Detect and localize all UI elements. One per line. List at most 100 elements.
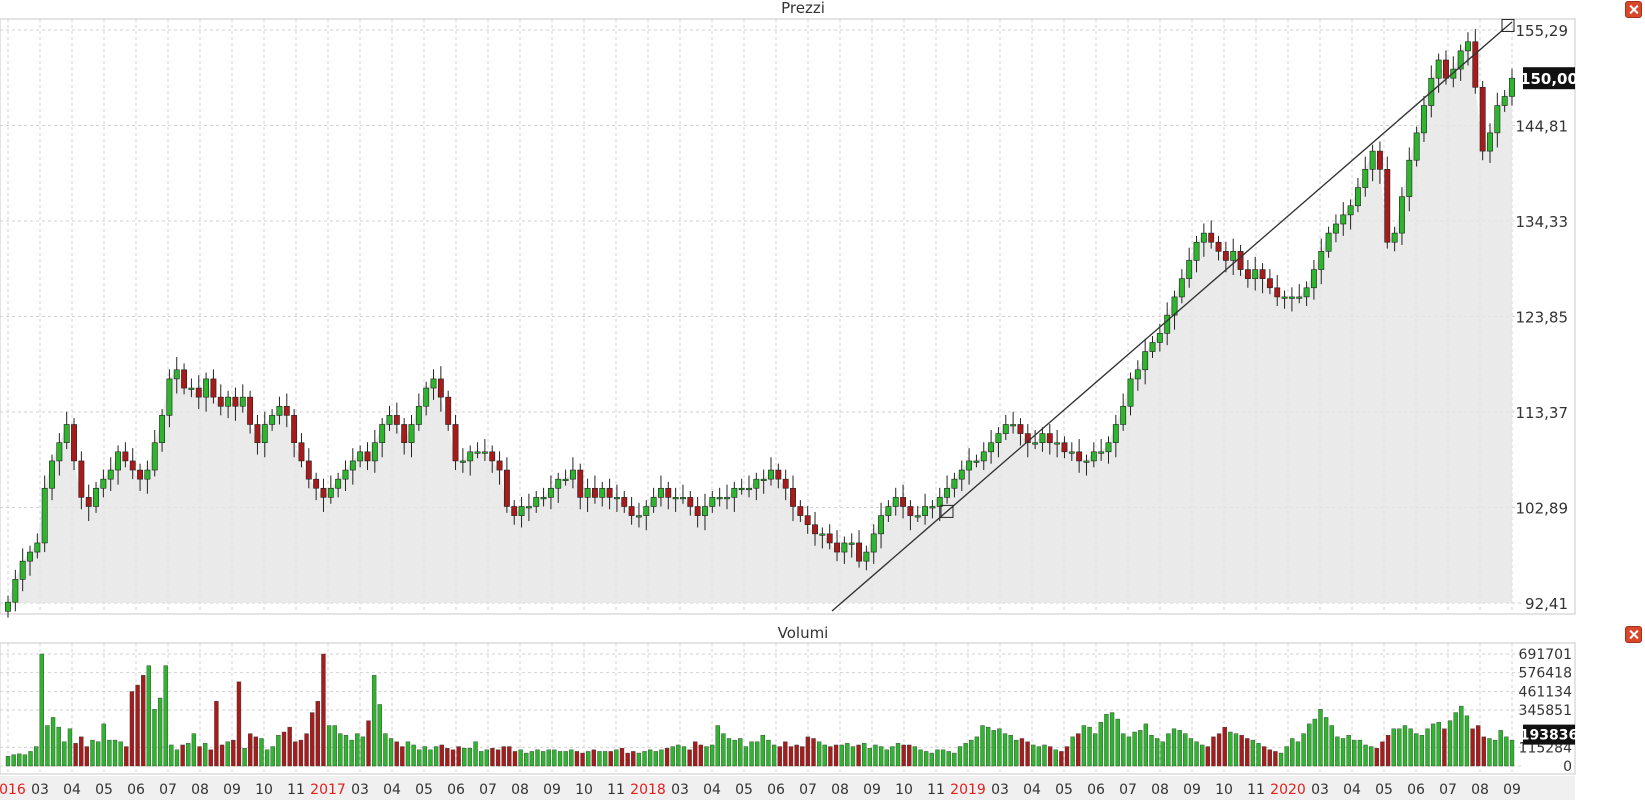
candle-down: [1237, 251, 1244, 270]
volume-bar: [1476, 725, 1481, 767]
volume-bar: [1143, 723, 1149, 767]
volume-bar: [800, 746, 805, 767]
volume-bar: [602, 751, 608, 767]
candle-up: [1083, 460, 1090, 463]
candle-up: [599, 487, 606, 498]
volume-bar: [659, 749, 664, 767]
candle-up: [481, 451, 488, 454]
volume-bar: [73, 743, 78, 767]
volume-bar: [1397, 728, 1402, 767]
volume-bar: [1109, 712, 1115, 767]
candle-down: [834, 542, 840, 553]
x-axis-month-label: 03: [1311, 782, 1329, 798]
volume-panel-close-icon[interactable]: [1625, 626, 1642, 643]
volume-bar: [878, 746, 884, 767]
candle-up: [166, 378, 173, 416]
candle-up: [1288, 296, 1295, 299]
volume-panel-frame: [0, 642, 1576, 775]
volume-bar: [957, 746, 963, 767]
volume-bar: [62, 741, 67, 767]
volume-bar: [45, 725, 50, 767]
candle-down: [1384, 169, 1391, 243]
price-y-tick-label: 155,29: [1516, 22, 1569, 40]
volume-bar: [1323, 717, 1329, 767]
volume-bar: [816, 741, 822, 767]
candle-up: [1105, 442, 1112, 453]
volume-bar: [5, 756, 11, 767]
candle-down: [496, 460, 503, 471]
candle-up: [159, 415, 166, 444]
volume-bar: [1216, 733, 1222, 767]
volume-bar: [777, 746, 782, 767]
volume-bar: [253, 736, 259, 767]
x-axis-month-label: 05: [735, 782, 753, 798]
candle-down: [489, 451, 496, 462]
candle-down: [606, 487, 613, 498]
candle-up: [1178, 278, 1185, 298]
candle-down: [694, 506, 701, 516]
trend-handle-start[interactable]: [940, 504, 954, 518]
volume-bar: [614, 749, 619, 767]
candle-down: [1472, 41, 1479, 88]
volume-bar: [1301, 733, 1306, 767]
volume-bar: [467, 747, 473, 767]
volume-bar: [1200, 744, 1205, 767]
last-volume-label: 193836: [1520, 728, 1578, 744]
trend-handle-end[interactable]: [1501, 18, 1515, 32]
volume-bar: [101, 723, 106, 767]
volume-bar: [1059, 751, 1064, 767]
volume-bar: [997, 728, 1002, 767]
candle-up: [658, 487, 664, 498]
candle-down: [217, 396, 224, 407]
candle-up: [342, 469, 349, 480]
price-panel-close-icon[interactable]: [1625, 1, 1642, 18]
candle-up: [423, 387, 430, 407]
volume-bar: [1025, 741, 1030, 767]
trend-line[interactable]: [831, 21, 1513, 612]
volume-bar: [445, 747, 450, 767]
candle-up: [1465, 41, 1471, 52]
x-axis-month-label: 05: [95, 782, 113, 798]
volume-bar: [56, 726, 61, 767]
candle-up: [547, 487, 554, 498]
x-axis-year-label: 2018: [630, 782, 666, 798]
candle-up: [1310, 269, 1317, 289]
candle-up: [1347, 205, 1354, 216]
candle-up: [1362, 169, 1369, 188]
candle-up: [973, 460, 980, 463]
volume-bar: [749, 741, 754, 767]
x-axis-month-label: 08: [1471, 782, 1489, 798]
volume-bar: [1205, 746, 1210, 767]
candle-down: [1208, 232, 1215, 243]
candle-down: [210, 378, 217, 398]
volume-bar: [1273, 751, 1278, 767]
candle-down: [775, 469, 782, 480]
volume-bar: [974, 736, 980, 767]
volume-bar: [709, 744, 715, 767]
volume-bar: [388, 738, 394, 767]
volume-bar: [1352, 739, 1357, 767]
price-candles: [5, 28, 1515, 618]
candle-up: [569, 469, 576, 480]
candle-up: [1142, 351, 1149, 371]
volume-bar: [1194, 741, 1199, 767]
candle-up: [56, 442, 63, 462]
volume-bar: [1459, 705, 1464, 767]
candle-up: [1296, 296, 1303, 299]
candle-up: [1230, 251, 1237, 261]
volume-bar: [946, 751, 951, 767]
volume-bar: [1318, 709, 1323, 767]
candle-up: [1487, 132, 1493, 152]
volume-bar: [231, 739, 236, 767]
volume-bar: [574, 751, 580, 767]
volume-bar: [1470, 728, 1475, 767]
volume-bar: [1481, 736, 1487, 767]
candle-up: [760, 478, 767, 481]
volume-bar: [174, 749, 180, 767]
candle-down: [1076, 451, 1083, 462]
price-panel-frame: [0, 18, 1576, 615]
volume-bar: [310, 712, 315, 767]
volume-bar: [1453, 712, 1458, 767]
volume-bar: [788, 746, 794, 767]
